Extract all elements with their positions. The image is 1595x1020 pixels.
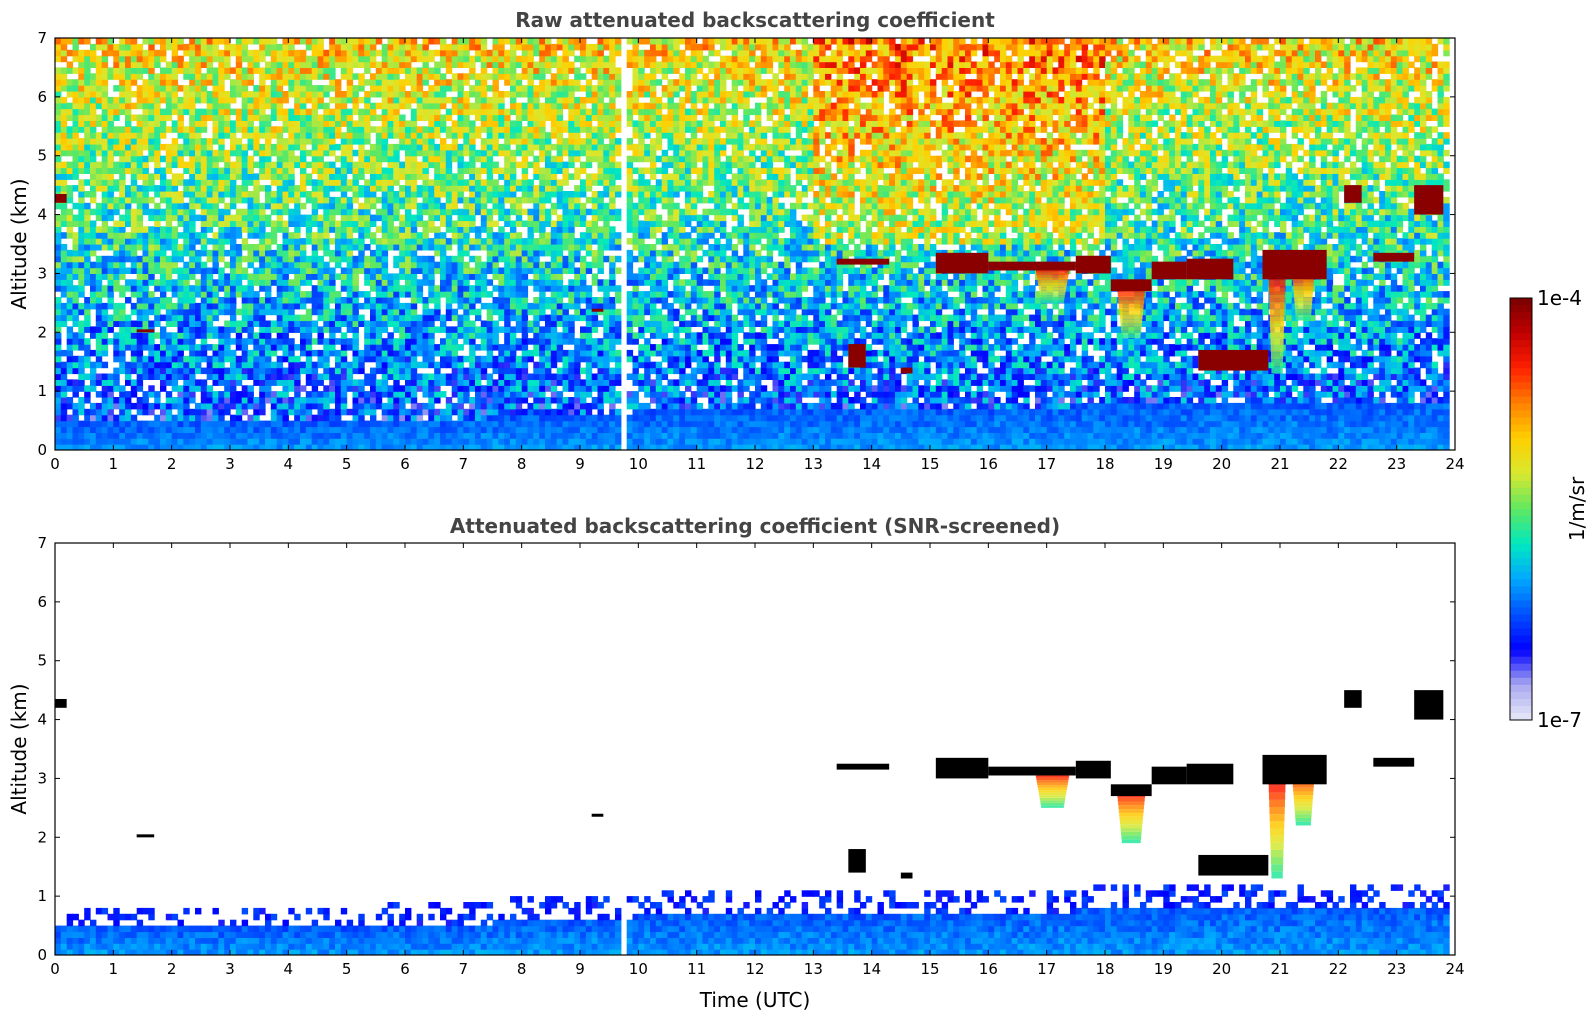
panel-screened: Attenuated backscattering coefficient (S… bbox=[7, 514, 1465, 1012]
panel-title-screened: Attenuated backscattering coefficient (S… bbox=[450, 514, 1060, 538]
x-axis-label: Time (UTC) bbox=[699, 988, 811, 1012]
x-tick-label: 24 bbox=[1445, 960, 1464, 978]
colorbar-gradient bbox=[1510, 298, 1532, 721]
x-tick-label: 11 bbox=[687, 960, 706, 978]
x-tick-label: 14 bbox=[862, 960, 881, 978]
y-tick-label: 6 bbox=[37, 593, 47, 611]
x-tick-label: 14 bbox=[862, 455, 881, 473]
x-tick-label: 22 bbox=[1329, 960, 1348, 978]
x-tick-label: 4 bbox=[284, 455, 294, 473]
y-ticks-screened: 0 1 2 3 4 5 6 7 bbox=[37, 534, 1455, 964]
x-tick-label: 6 bbox=[400, 960, 410, 978]
y-tick-label: 5 bbox=[37, 652, 47, 670]
y-tick-label: 0 bbox=[37, 946, 47, 964]
x-tick-label: 18 bbox=[1095, 960, 1114, 978]
x-tick-label: 2 bbox=[167, 455, 177, 473]
x-tick-label: 11 bbox=[687, 455, 706, 473]
x-tick-label: 10 bbox=[629, 455, 648, 473]
heatmap-raw bbox=[55, 38, 1455, 450]
x-tick-label: 12 bbox=[745, 455, 764, 473]
panel-title-raw: Raw attenuated backscattering coefficien… bbox=[515, 8, 995, 32]
x-tick-label: 13 bbox=[804, 455, 823, 473]
x-tick-label: 1 bbox=[109, 455, 119, 473]
x-tick-label: 23 bbox=[1387, 960, 1406, 978]
y-tick-label: 5 bbox=[37, 147, 47, 165]
x-tick-label: 23 bbox=[1387, 455, 1406, 473]
x-tick-label: 7 bbox=[459, 960, 469, 978]
x-tick-label: 24 bbox=[1445, 455, 1464, 473]
x-tick-label: 13 bbox=[804, 960, 823, 978]
x-tick-label: 1 bbox=[109, 960, 119, 978]
x-tick-label: 19 bbox=[1154, 455, 1173, 473]
x-tick-label: 5 bbox=[342, 960, 352, 978]
y-axis-label-screened: Altitude (km) bbox=[7, 683, 31, 814]
colorbar-min-label: 1e-7 bbox=[1537, 708, 1582, 732]
x-tick-label: 0 bbox=[50, 455, 60, 473]
x-tick-label: 3 bbox=[225, 960, 235, 978]
y-tick-label: 7 bbox=[37, 29, 47, 47]
x-ticks-screened: 0 1 2 3 4 5 6 7 8 9 10 11 12 13 14 15 16 17 18 19 20 21 22 23 24 bbox=[50, 543, 1465, 978]
y-tick-label: 3 bbox=[37, 264, 47, 282]
y-axis-label-raw: Altitude (km) bbox=[7, 178, 31, 309]
x-tick-label: 6 bbox=[400, 455, 410, 473]
y-tick-label: 0 bbox=[37, 441, 47, 459]
x-tick-label: 4 bbox=[284, 960, 294, 978]
y-tick-label: 4 bbox=[37, 711, 47, 729]
y-tick-label: 6 bbox=[37, 88, 47, 106]
heatmap-screened bbox=[55, 543, 1455, 955]
x-tick-label: 12 bbox=[745, 960, 764, 978]
y-tick-label: 4 bbox=[37, 206, 47, 224]
x-ticks-raw: 0 1 2 3 4 5 6 7 8 9 10 11 12 13 14 15 16 17 18 19 20 21 22 23 24 bbox=[50, 38, 1465, 473]
y-ticks-raw: 0 1 2 3 4 5 6 7 bbox=[37, 29, 1455, 459]
x-tick-label: 21 bbox=[1270, 960, 1289, 978]
panel-raw: Raw attenuated backscattering coefficien… bbox=[7, 8, 1465, 473]
x-tick-label: 16 bbox=[979, 455, 998, 473]
x-tick-label: 7 bbox=[459, 455, 469, 473]
x-tick-label: 17 bbox=[1037, 960, 1056, 978]
x-tick-label: 19 bbox=[1154, 960, 1173, 978]
x-tick-label: 9 bbox=[575, 455, 585, 473]
x-tick-label: 8 bbox=[517, 455, 527, 473]
y-tick-label: 7 bbox=[37, 534, 47, 552]
x-tick-label: 2 bbox=[167, 960, 177, 978]
y-tick-label: 2 bbox=[37, 828, 47, 846]
x-tick-label: 20 bbox=[1212, 455, 1231, 473]
x-tick-label: 16 bbox=[979, 960, 998, 978]
x-tick-label: 17 bbox=[1037, 455, 1056, 473]
x-tick-label: 9 bbox=[575, 960, 585, 978]
colorbar-frame bbox=[1509, 297, 1533, 721]
x-tick-label: 15 bbox=[920, 455, 939, 473]
x-tick-label: 10 bbox=[629, 960, 648, 978]
colorbar-max-label: 1e-4 bbox=[1537, 286, 1582, 310]
x-tick-label: 3 bbox=[225, 455, 235, 473]
x-tick-label: 22 bbox=[1329, 455, 1348, 473]
y-tick-label: 3 bbox=[37, 769, 47, 787]
y-tick-label: 1 bbox=[37, 382, 47, 400]
x-tick-label: 8 bbox=[517, 960, 527, 978]
y-tick-label: 1 bbox=[37, 887, 47, 905]
colorbar: 1e-4 1e-7 1/m/sr bbox=[1509, 286, 1589, 732]
y-tick-label: 2 bbox=[37, 323, 47, 341]
x-tick-label: 21 bbox=[1270, 455, 1289, 473]
x-tick-label: 0 bbox=[50, 960, 60, 978]
x-tick-label: 5 bbox=[342, 455, 352, 473]
x-tick-label: 15 bbox=[920, 960, 939, 978]
x-tick-label: 20 bbox=[1212, 960, 1231, 978]
x-tick-label: 18 bbox=[1095, 455, 1114, 473]
colorbar-unit-label: 1/m/sr bbox=[1565, 476, 1589, 541]
